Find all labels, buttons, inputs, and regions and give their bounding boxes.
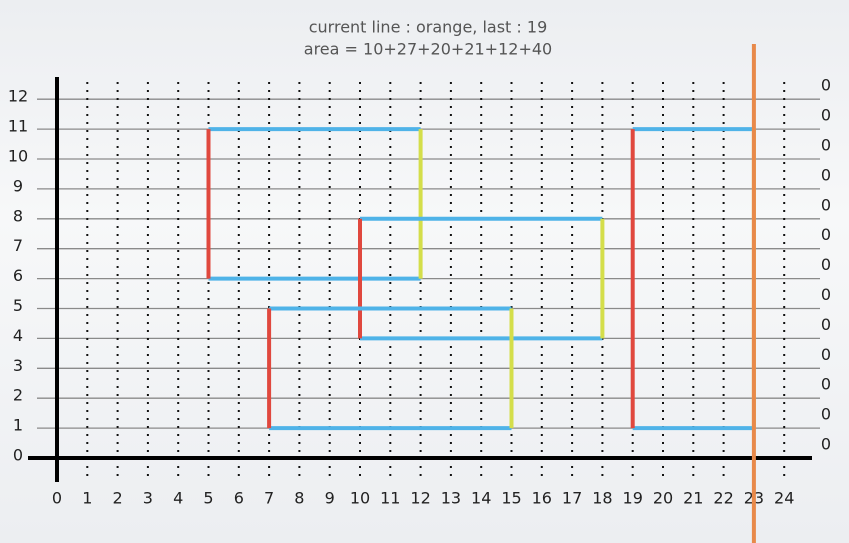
- x-tick-label: 1: [82, 489, 92, 508]
- x-tick-label: 6: [234, 489, 244, 508]
- title: current line : orange, last : 19: [309, 18, 548, 37]
- x-tick-label: 17: [562, 489, 582, 508]
- y-tick-label: 5: [13, 296, 23, 315]
- x-tick-label: 15: [501, 489, 521, 508]
- x-tick-label: 4: [173, 489, 183, 508]
- y-tick-label: 11: [8, 117, 28, 136]
- counter: 0: [821, 225, 831, 244]
- y-tick-label: 12: [8, 87, 28, 106]
- counter: 0: [821, 76, 831, 95]
- subtitle: area = 10+27+20+21+12+40: [304, 40, 552, 59]
- counter: 0: [821, 435, 831, 454]
- x-tick-label: 3: [143, 489, 153, 508]
- x-tick-label: 14: [471, 489, 491, 508]
- x-tick-label: 19: [623, 489, 643, 508]
- x-tick-label: 7: [264, 489, 274, 508]
- y-tick-label: 6: [13, 266, 23, 285]
- counter: 0: [821, 375, 831, 394]
- y-tick-label: 10: [8, 147, 28, 166]
- y-tick-label: 1: [13, 416, 23, 435]
- x-tick-label: 5: [203, 489, 213, 508]
- counter: 0: [821, 165, 831, 184]
- counter: 0: [821, 405, 831, 424]
- y-tick-label: 8: [13, 206, 23, 225]
- counter: 0: [821, 195, 831, 214]
- x-tick-label: 20: [653, 489, 673, 508]
- x-tick-label: 11: [380, 489, 400, 508]
- x-tick-label: 10: [350, 489, 370, 508]
- x-tick-label: 16: [532, 489, 552, 508]
- counter: 0: [821, 315, 831, 334]
- y-tick-label: 4: [13, 326, 23, 345]
- counter: 0: [821, 345, 831, 364]
- x-tick-label: 21: [683, 489, 703, 508]
- counter: 0: [821, 136, 831, 155]
- x-tick-label: 12: [410, 489, 430, 508]
- y-tick-label: 2: [13, 386, 23, 405]
- y-tick-label: 7: [13, 236, 23, 255]
- x-tick-label: 18: [592, 489, 612, 508]
- x-tick-label: 22: [713, 489, 733, 508]
- x-tick-label: 8: [294, 489, 304, 508]
- x-tick-label: 2: [113, 489, 123, 508]
- y-tick-label: 0: [13, 446, 23, 465]
- counter: 0: [821, 255, 831, 274]
- counter: 0: [821, 285, 831, 304]
- counter: 0: [821, 106, 831, 125]
- y-tick-label: 3: [13, 356, 23, 375]
- y-tick-label: 9: [13, 176, 23, 195]
- x-tick-label: 24: [774, 489, 794, 508]
- x-tick-label: 13: [441, 489, 461, 508]
- x-tick-label: 0: [52, 489, 62, 508]
- x-tick-label: 9: [325, 489, 335, 508]
